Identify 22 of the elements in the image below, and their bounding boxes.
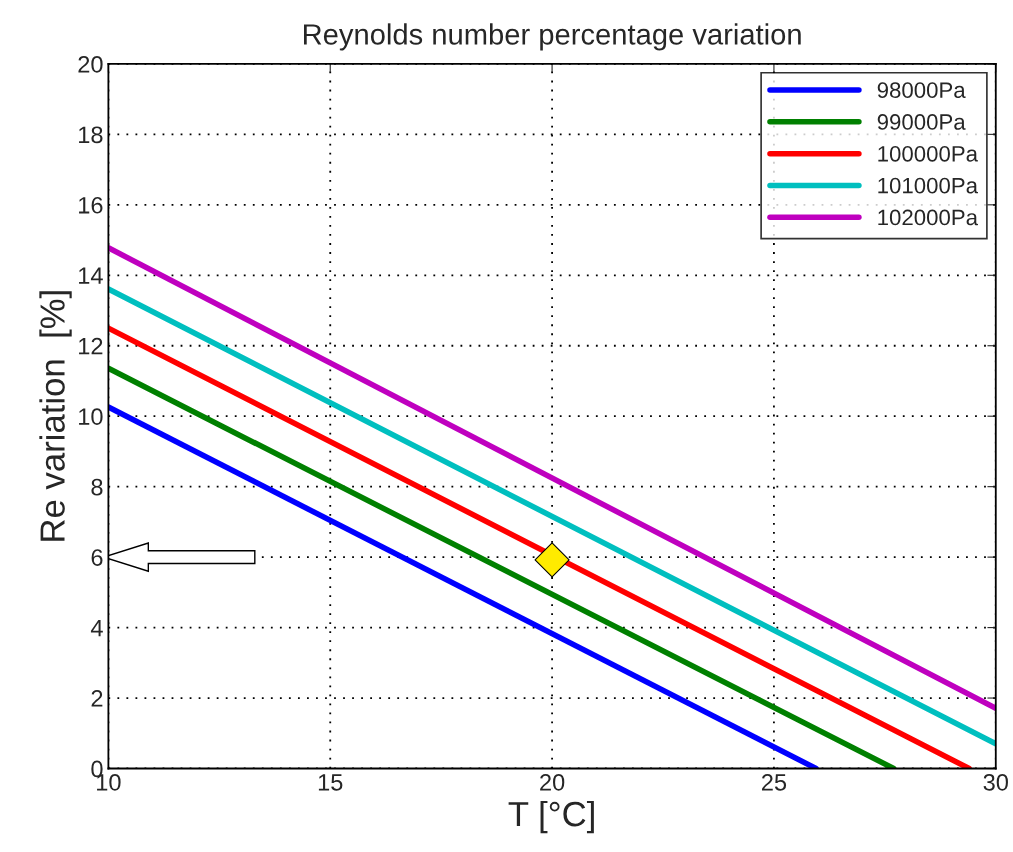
- y-axis-title: Re variation [%]: [39, 291, 72, 541]
- y-tick-label: 12: [79, 337, 103, 355]
- y-tick-label: 14: [79, 267, 103, 284]
- y-tick-label: 6: [91, 549, 103, 566]
- legend-label: 100000Pa: [878, 145, 979, 162]
- y-tick-label: 18: [79, 126, 103, 144]
- y-tick-label: 2: [91, 690, 103, 707]
- legend-label: 102000Pa: [878, 209, 979, 226]
- legend-label: 101000Pa: [878, 177, 979, 194]
- y-tick-label: 4: [90, 619, 103, 637]
- y-tick-label: 10: [79, 408, 103, 425]
- x-tick-label: 25: [761, 773, 787, 791]
- y-tick-label: 20: [78, 55, 103, 73]
- legend-label: 99000Pa: [877, 114, 966, 130]
- x-tick-label: 20: [540, 773, 565, 791]
- chart-title: Reynolds number percentage variation: [304, 23, 801, 51]
- x-axis-title: T [°C]: [508, 800, 594, 834]
- y-tick-label: 16: [79, 196, 103, 214]
- x-tick-label: 15: [318, 774, 343, 791]
- y-tick-label: 8: [91, 478, 103, 496]
- legend-label: 98000Pa: [877, 82, 966, 98]
- x-tick-label: 30: [983, 773, 1008, 791]
